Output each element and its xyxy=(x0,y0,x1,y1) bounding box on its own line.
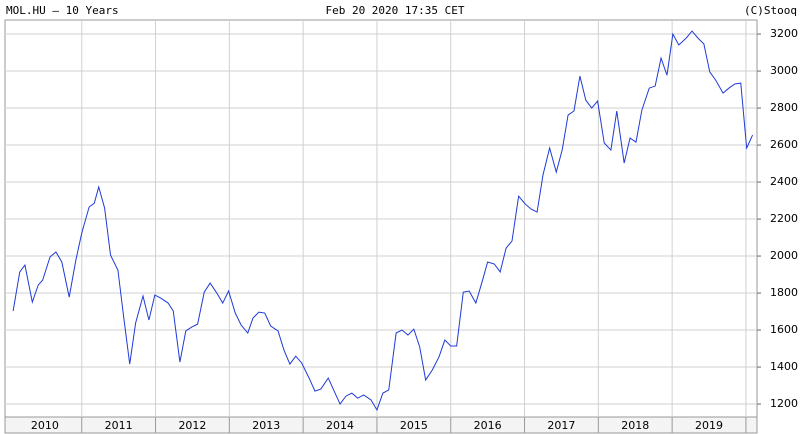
x-axis-band xyxy=(4,416,758,434)
x-tick-label: 2010 xyxy=(31,419,59,432)
x-tick-label: 2013 xyxy=(252,419,280,432)
x-tick-label: 2015 xyxy=(400,419,428,432)
y-tick-label: 2200 xyxy=(770,212,798,225)
chart-subtitle: Feb 20 2020 17:35 CET xyxy=(325,4,464,17)
y-tick-label: 2400 xyxy=(770,175,798,188)
x-tick-label: 2014 xyxy=(326,419,354,432)
price-line xyxy=(12,30,754,412)
y-tick-label: 3200 xyxy=(770,27,798,40)
y-tick-label: 3000 xyxy=(770,64,798,77)
x-tick-label: 2011 xyxy=(105,419,133,432)
x-tick-label: 2017 xyxy=(547,419,575,432)
y-tick-label: 2600 xyxy=(770,138,798,151)
x-tick-label: 2012 xyxy=(178,419,206,432)
x-tick-label: 2019 xyxy=(695,419,723,432)
y-tick-label: 1600 xyxy=(770,323,798,336)
y-tick-label: 1200 xyxy=(770,397,798,410)
y-tick-label: 1800 xyxy=(770,286,798,299)
x-tick-label: 2016 xyxy=(474,419,502,432)
source: (C)Stooq xyxy=(744,4,797,17)
x-tick-label: 2018 xyxy=(621,419,649,432)
chart-title: MOL.HU – 10 Years xyxy=(6,4,119,17)
y-tick-label: 2800 xyxy=(770,101,798,114)
y-tick-label: 1400 xyxy=(770,360,798,373)
y-tick-label: 2000 xyxy=(770,249,798,262)
